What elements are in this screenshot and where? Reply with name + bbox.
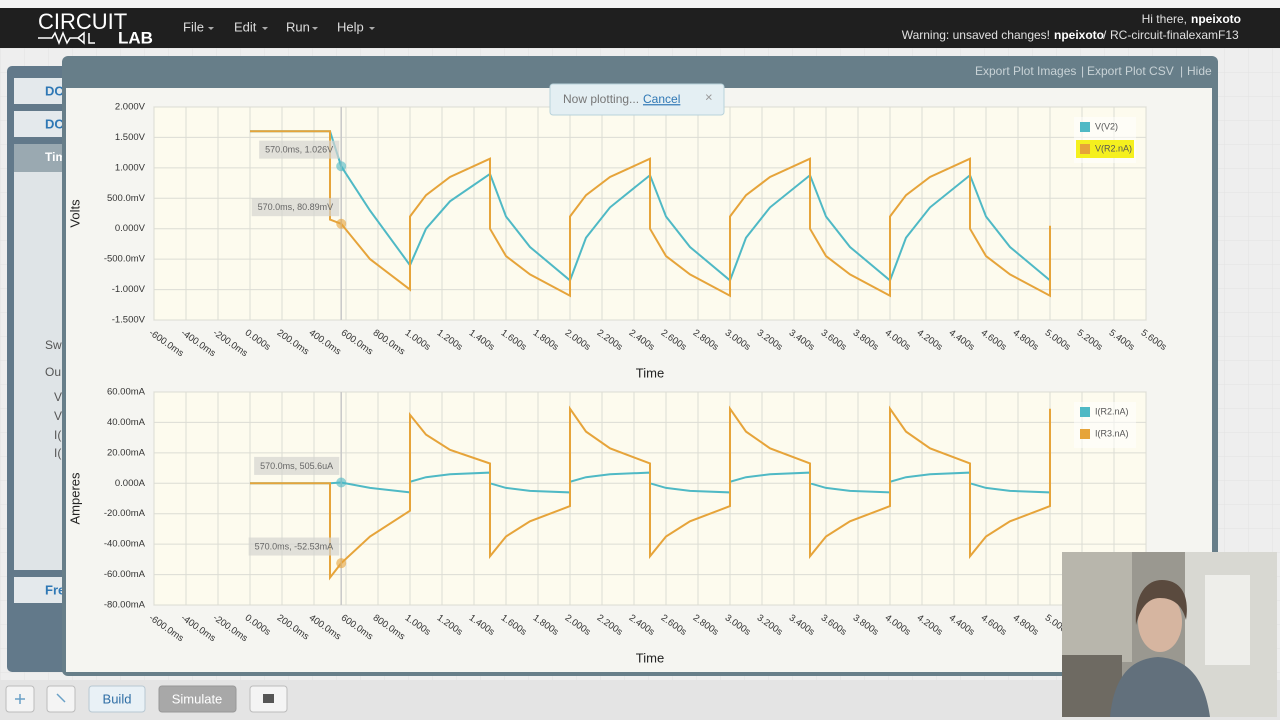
readout-text: 570.0ms, -52.53mA bbox=[255, 542, 334, 552]
notice bbox=[549, 83, 725, 116]
readout-text: 570.0ms, 80.89mV bbox=[258, 202, 334, 212]
y-tick-label: 20.00mA bbox=[107, 447, 146, 458]
y-tick-label: 1.000V bbox=[115, 162, 146, 173]
y-tick-label: -20.00mA bbox=[104, 508, 146, 519]
x-axis-title: Time bbox=[636, 365, 664, 380]
y-tick-label: -60.00mA bbox=[104, 569, 146, 580]
cursor-point bbox=[336, 558, 347, 569]
menu-item[interactable]: File bbox=[183, 19, 204, 34]
menu-item[interactable]: Edit bbox=[234, 19, 257, 34]
greeting: Hi there, bbox=[1142, 12, 1187, 26]
webcam-window bbox=[1205, 575, 1250, 665]
sidebar-item: Sw bbox=[45, 338, 62, 352]
notice-close[interactable]: × bbox=[705, 89, 713, 104]
readout: 570.0ms, -52.53mA bbox=[248, 537, 340, 556]
y-tick-label: -500.0mV bbox=[104, 254, 146, 265]
y-tick-label: -80.00mA bbox=[104, 600, 146, 611]
sidebar-item[interactable]: Tim bbox=[45, 150, 66, 164]
legend-label: V(V2) bbox=[1095, 121, 1118, 131]
readout-bg bbox=[254, 456, 340, 475]
webcam-wall bbox=[1062, 552, 1132, 662]
webcam-face bbox=[1138, 592, 1182, 652]
header-bar bbox=[0, 8, 1280, 48]
sidebar-item[interactable]: DC bbox=[45, 116, 64, 131]
tool-icon bbox=[15, 694, 25, 704]
y-tick-label: -1.500V bbox=[112, 315, 146, 326]
legend-swatch bbox=[1080, 122, 1090, 132]
y-tick-label: 1.500V bbox=[115, 132, 146, 143]
logo[interactable]: CIRCUIT bbox=[38, 9, 127, 34]
cursor-point bbox=[336, 477, 347, 488]
y-tick-label: -40.00mA bbox=[104, 539, 146, 550]
readout: 570.0ms, 80.89mV bbox=[251, 198, 340, 217]
y-tick-label: 500.0mV bbox=[107, 193, 146, 204]
user[interactable]: npeixoto bbox=[1191, 12, 1241, 26]
legend-swatch bbox=[1080, 429, 1090, 439]
y-tick-label: -1.000V bbox=[112, 284, 146, 295]
series-line bbox=[250, 405, 1051, 581]
simulate-label: Simulate bbox=[172, 691, 223, 706]
y-tick-label: 60.00mA bbox=[107, 387, 146, 398]
tool-icon bbox=[56, 693, 66, 703]
logo-icon bbox=[38, 30, 95, 46]
y-axis-title: Amperes bbox=[67, 472, 82, 525]
series-line bbox=[250, 471, 1051, 494]
browser-strip bbox=[0, 0, 1280, 8]
y-tick-label: 40.00mA bbox=[107, 417, 146, 428]
sidebar-fragment: I( bbox=[54, 446, 61, 460]
sidebar-item[interactable]: Fre bbox=[45, 582, 65, 597]
logo-sub: LAB bbox=[118, 28, 153, 47]
sidebar-item: Ou bbox=[45, 365, 61, 379]
cursor-point bbox=[336, 161, 347, 172]
sidebar-fragment: V bbox=[54, 409, 62, 423]
series-line bbox=[250, 130, 1051, 298]
export-images[interactable]: Export Plot Images bbox=[975, 64, 1076, 78]
sidebar-fragment: I( bbox=[54, 428, 61, 442]
readout: 570.0ms, 505.6uA bbox=[254, 456, 340, 475]
simulate-button[interactable] bbox=[158, 685, 237, 713]
sidebar-fragment: V bbox=[54, 390, 62, 404]
circuit-name[interactable]: RC-circuit-finalexamF13 bbox=[1110, 28, 1239, 42]
readout-text: 570.0ms, 1.026V bbox=[265, 145, 333, 155]
legend-highlight bbox=[1076, 140, 1134, 158]
y-tick-label: 0.000A bbox=[115, 478, 146, 489]
legend-swatch bbox=[1080, 407, 1090, 417]
readout-bg bbox=[251, 198, 340, 217]
x-axis-title: Time bbox=[636, 650, 664, 665]
webcam-person bbox=[1110, 657, 1210, 717]
legend-label: I(R2.nA) bbox=[1095, 406, 1129, 416]
y-tick-label: 2.000V bbox=[115, 102, 146, 113]
separator: / bbox=[1103, 28, 1107, 42]
legend-label: I(R3.nA) bbox=[1095, 428, 1129, 438]
link-divider: | bbox=[1180, 64, 1183, 78]
readout-bg bbox=[259, 140, 340, 159]
readout: 570.0ms, 1.026V bbox=[259, 140, 340, 159]
cancel-link[interactable]: Cancel bbox=[643, 92, 680, 106]
legend-label: V(R2.nA) bbox=[1095, 143, 1132, 153]
link-divider: | bbox=[1081, 64, 1084, 78]
y-tick-label: 0.000V bbox=[115, 223, 146, 234]
tool-icon bbox=[263, 694, 274, 703]
owner[interactable]: npeixoto bbox=[1054, 28, 1104, 42]
webcam bbox=[1062, 552, 1277, 717]
hide-link[interactable]: Hide bbox=[1187, 64, 1212, 78]
menu-item[interactable]: Run bbox=[286, 19, 310, 34]
export-csv[interactable]: Export Plot CSV bbox=[1087, 64, 1174, 78]
legend-swatch bbox=[1080, 144, 1090, 154]
webcam-hair bbox=[1135, 580, 1187, 625]
y-axis-title: Volts bbox=[67, 199, 82, 228]
notice-text: Now plotting... bbox=[563, 92, 639, 106]
menu-item[interactable]: Help bbox=[337, 19, 364, 34]
readout-text: 570.0ms, 505.6uA bbox=[260, 461, 333, 471]
build-label: Build bbox=[103, 691, 132, 706]
cursor-point bbox=[336, 218, 347, 229]
sidebar-item[interactable]: DC bbox=[45, 83, 64, 98]
warning: Warning: unsaved changes! bbox=[902, 28, 1050, 42]
readout-bg bbox=[248, 537, 340, 556]
build-button[interactable] bbox=[88, 685, 146, 713]
series-line bbox=[250, 130, 1051, 283]
